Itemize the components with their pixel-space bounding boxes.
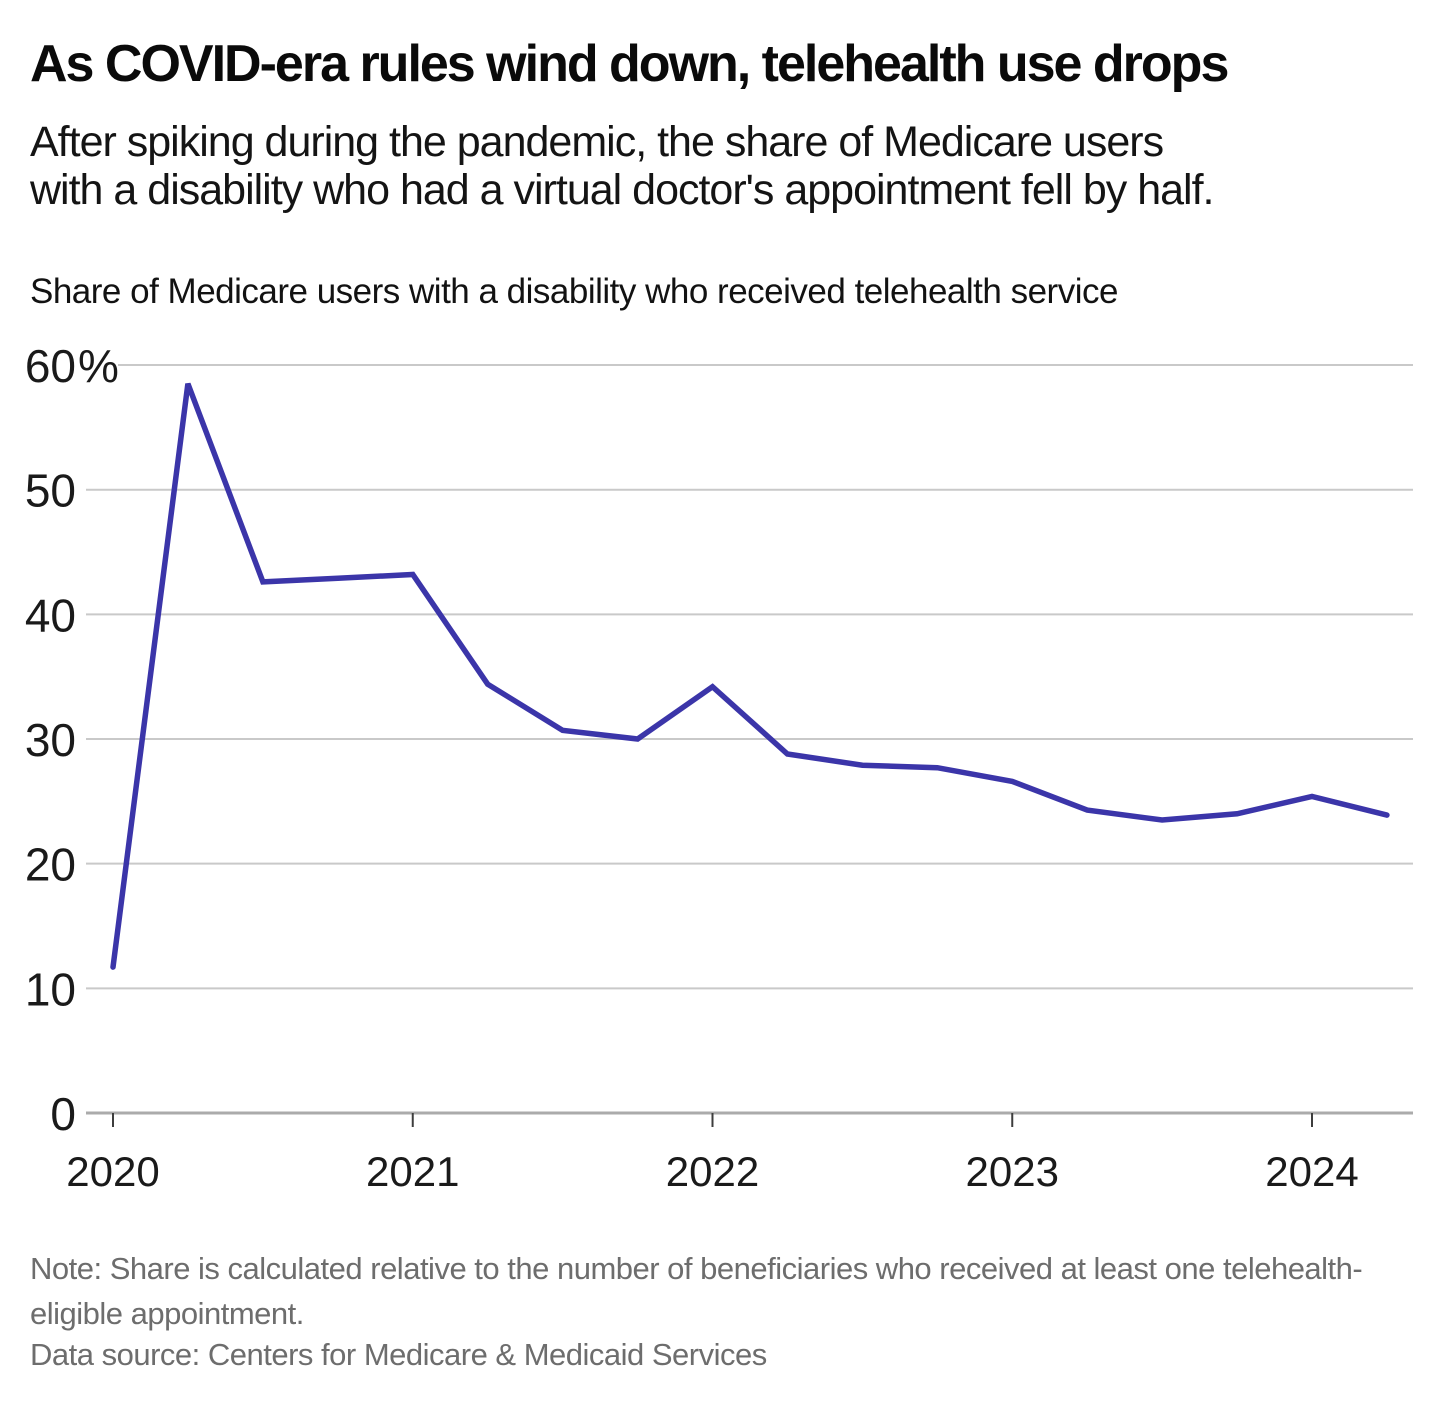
y-tick-label-50: 50 [25,465,76,517]
y-tick-label-60: 60 [25,340,76,392]
x-tick-label-2020: 2020 [66,1148,159,1195]
x-tick-label-2024: 2024 [1265,1148,1358,1195]
y-axis-description: Share of Medicare users with a disabilit… [30,272,1118,311]
line-chart: 0 10 20 30 40 50 60 % 2020 2021 2022 2023 2024 [25,340,1413,1195]
x-tick-label-2022: 2022 [666,1148,759,1195]
y-axis-unit: % [78,340,119,392]
subtitle-line-1: After spiking during the pandemic, the s… [30,118,1164,166]
y-tick-label-0: 0 [50,1088,76,1140]
telehealth-share-line [110,382,1390,970]
data-source: Data source: Centers for Medicare & Medi… [30,1337,767,1372]
subtitle-line-2: with a disability who had a virtual doct… [30,166,1214,214]
chart-subtitle: After spiking during the pandemic, the s… [30,118,1214,214]
chart-note: Note: Share is calculated relative to th… [30,1251,1363,1331]
y-tick-label-10: 10 [25,963,76,1015]
chart-title: As COVID-era rules wind down, telehealth… [30,35,1229,93]
y-tick-label-40: 40 [25,589,76,641]
y-tick-label-30: 30 [25,714,76,766]
x-tick-label-2021: 2021 [366,1148,459,1195]
x-tick-label-2023: 2023 [966,1148,1059,1195]
y-tick-label-20: 20 [25,839,76,891]
